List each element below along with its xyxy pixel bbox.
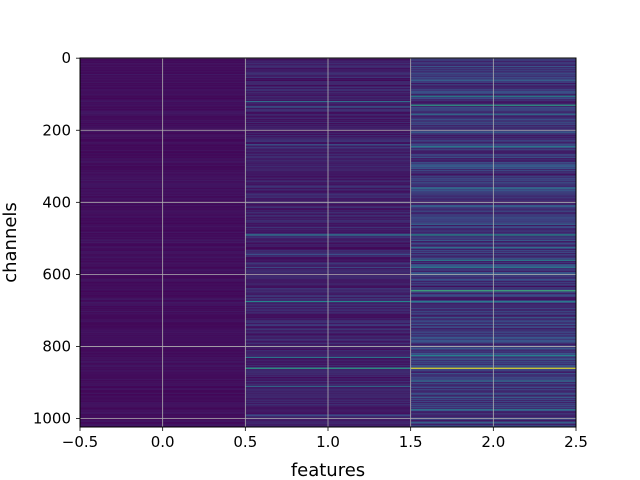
- x-tick-label: 0.5: [233, 433, 257, 451]
- x-tick-label: 2.5: [564, 433, 588, 451]
- y-tick-label: 600: [42, 265, 71, 283]
- y-axis-label: channels: [0, 202, 21, 283]
- x-axis-ticks: −0.5 0.0 0.5 1.0 1.5 2.0 2.5: [62, 427, 588, 451]
- x-tick-label: 0.0: [151, 433, 175, 451]
- y-tick-label: 400: [42, 193, 71, 211]
- x-tick-label: 2.0: [481, 433, 505, 451]
- y-tick-label: 0: [61, 49, 71, 67]
- y-tick-label: 200: [42, 121, 71, 139]
- y-tick-label: 800: [42, 337, 71, 355]
- y-tick-label: 1000: [33, 410, 71, 428]
- y-axis-ticks: 0 200 400 600 800 1000: [33, 49, 80, 428]
- x-axis-label: features: [291, 460, 365, 480]
- x-tick-label: 1.0: [316, 433, 340, 451]
- x-tick-label: −0.5: [62, 433, 98, 451]
- x-tick-label: 1.5: [399, 433, 423, 451]
